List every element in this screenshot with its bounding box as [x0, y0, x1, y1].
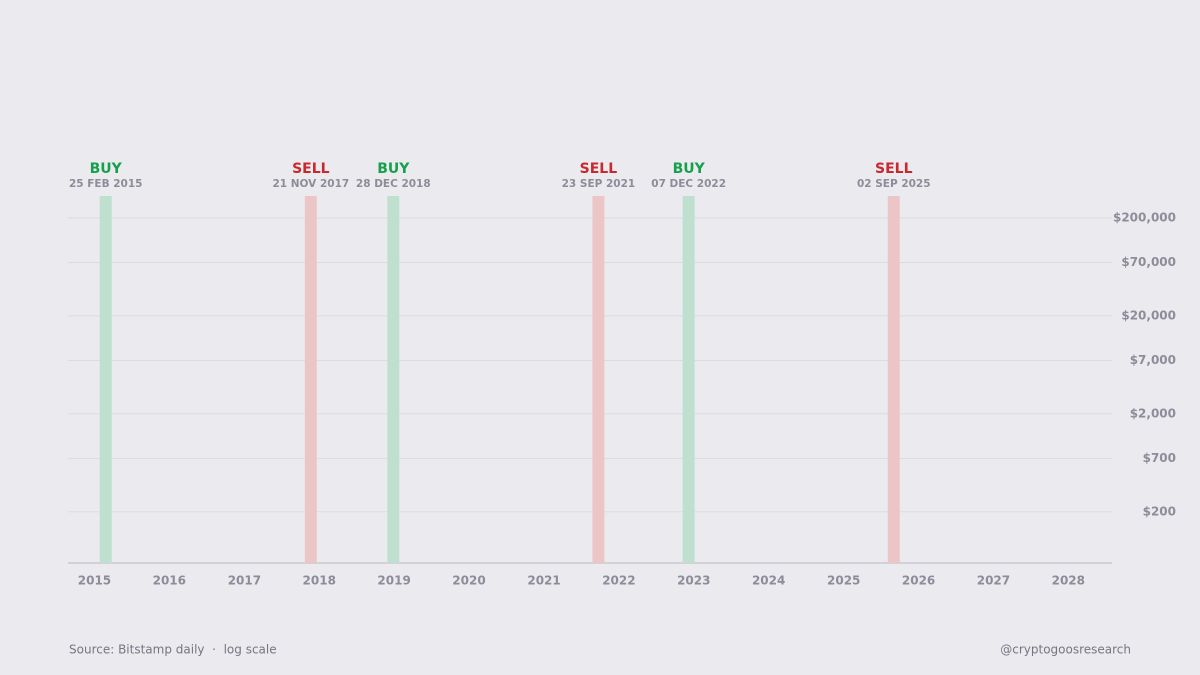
signal-date: 23 SEP 2021 [562, 178, 636, 190]
y-tick-label: $7,000 [1130, 353, 1176, 367]
signal-band [99, 196, 112, 563]
signal-date: 07 DEC 2022 [651, 178, 726, 190]
y-tick-label: $700 [1143, 451, 1176, 465]
x-tick-label: 2019 [377, 574, 410, 588]
x-tick-label: 2026 [902, 574, 935, 588]
credit: @cryptogoosresearch [1000, 643, 1131, 657]
signal-label: BUY [673, 161, 706, 177]
y-tick-label: $200 [1143, 504, 1176, 518]
x-tick-label: 2027 [977, 574, 1010, 588]
signal-label: BUY [90, 161, 123, 177]
signal-band [682, 196, 695, 563]
signal-date: 02 SEP 2025 [857, 178, 931, 190]
x-tick-label: 2015 [78, 574, 111, 588]
x-tick-label: 2028 [1052, 574, 1085, 588]
x-tick-label: 2016 [153, 574, 186, 588]
signal-band [592, 196, 605, 563]
x-tick-label: 2021 [527, 574, 560, 588]
signal-label: SELL [292, 161, 330, 177]
signal-date: 21 NOV 2017 [272, 178, 349, 190]
x-tick-label: 2020 [452, 574, 485, 588]
x-tick-label: 2017 [228, 574, 261, 588]
x-tick-label: 2022 [602, 574, 635, 588]
signal-band [304, 196, 317, 563]
y-tick-label: $20,000 [1121, 308, 1176, 322]
x-tick-label: 2024 [752, 574, 785, 588]
signal-label: SELL [875, 161, 913, 177]
signal-date: 28 DEC 2018 [356, 178, 431, 190]
source-note: Source: Bitstamp daily · log scale [69, 643, 277, 657]
x-tick-label: 2018 [303, 574, 336, 588]
y-tick-label: $200,000 [1113, 210, 1176, 224]
x-tick-label: 2025 [827, 574, 860, 588]
signal-band [887, 196, 900, 563]
y-tick-label: $70,000 [1121, 255, 1176, 269]
y-tick-label: $2,000 [1130, 406, 1176, 420]
signal-label: SELL [580, 161, 618, 177]
signal-label: BUY [377, 161, 410, 177]
x-tick-label: 2023 [677, 574, 710, 588]
signal-band [387, 196, 400, 563]
signal-date: 25 FEB 2015 [69, 178, 143, 190]
